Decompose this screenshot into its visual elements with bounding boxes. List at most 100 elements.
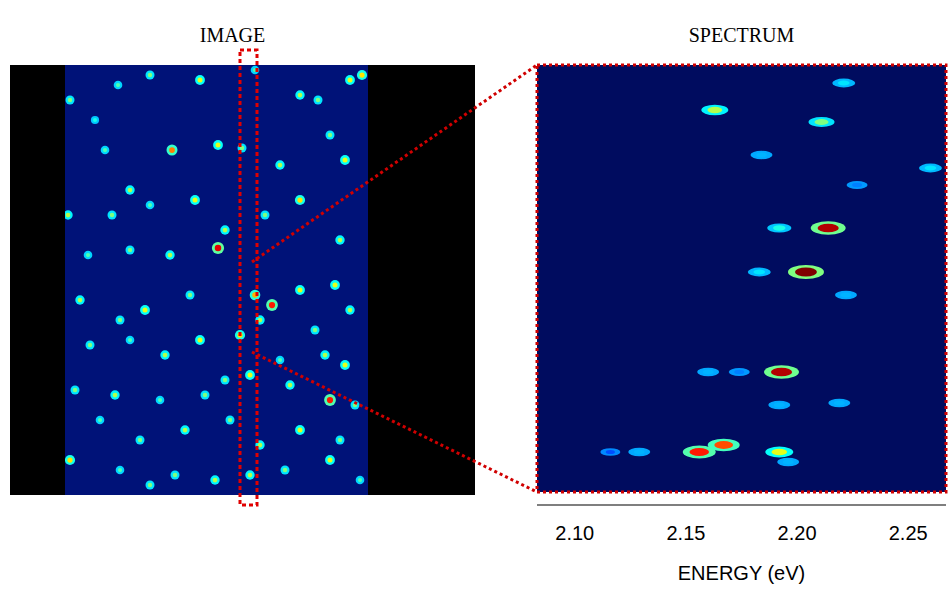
spot <box>325 455 335 465</box>
spot-core <box>168 253 173 258</box>
emission-line <box>600 448 620 456</box>
spot <box>276 356 285 365</box>
spot-core <box>216 143 221 148</box>
spot <box>226 416 235 425</box>
image-frame <box>10 65 475 495</box>
line-halo <box>600 448 620 456</box>
spot-core <box>298 288 303 293</box>
spot-halo <box>201 391 210 400</box>
spot-halo <box>324 394 336 406</box>
spot-core <box>148 483 153 488</box>
spot <box>345 75 355 85</box>
emission-line <box>701 105 728 115</box>
spot <box>275 160 284 169</box>
image-spots <box>65 66 367 490</box>
emission-line <box>748 268 771 277</box>
spot-halo <box>345 75 355 85</box>
spot-core <box>198 78 203 83</box>
panel-title: IMAGE <box>200 24 266 46</box>
spot <box>190 195 200 205</box>
spot-core <box>323 353 328 358</box>
spot-halo <box>330 280 340 290</box>
line-core <box>834 401 845 406</box>
spot <box>324 394 336 406</box>
spot-halo <box>266 299 278 311</box>
line-core <box>756 153 767 158</box>
spot-core <box>223 378 228 383</box>
spot-core <box>348 78 353 83</box>
tick-label: 2.15 <box>666 522 705 544</box>
spot <box>86 341 95 350</box>
emission-line <box>708 439 740 451</box>
spot <box>195 75 205 85</box>
emission-line <box>847 181 868 189</box>
spot <box>281 466 290 475</box>
spot-halo <box>96 416 105 425</box>
line-core <box>838 80 850 85</box>
spot-core <box>298 428 303 433</box>
spot <box>108 211 117 220</box>
emission-line <box>765 447 793 458</box>
emission-line <box>832 79 855 88</box>
spot <box>314 96 323 105</box>
spot <box>165 250 174 259</box>
spot-halo <box>71 386 80 395</box>
spot-core <box>278 163 283 168</box>
line-halo <box>628 448 650 456</box>
spot-core <box>288 383 293 388</box>
spot-core <box>169 147 175 153</box>
spot-halo <box>226 416 235 425</box>
spot-halo <box>213 140 223 150</box>
spot-core <box>327 397 333 403</box>
emission-line <box>751 151 773 159</box>
spot-halo <box>295 285 305 295</box>
line-core <box>818 224 839 233</box>
spot-halo <box>195 335 205 345</box>
line-core <box>774 403 785 408</box>
spot-core <box>148 203 152 207</box>
line-core <box>714 441 733 449</box>
emission-line <box>768 401 790 409</box>
spot-halo <box>116 316 125 325</box>
spot-halo <box>160 350 169 359</box>
spot <box>75 295 84 304</box>
spot-halo <box>345 305 354 314</box>
spot <box>126 336 135 345</box>
spot <box>220 225 229 234</box>
spot-core <box>223 228 228 233</box>
tick-label: 2.25 <box>889 522 928 544</box>
spot-core <box>118 468 122 472</box>
spot <box>213 140 223 150</box>
spot-halo <box>335 235 344 244</box>
spot-core <box>213 478 218 483</box>
spot-halo <box>180 425 189 434</box>
spot-core <box>148 73 153 78</box>
emission-line <box>777 458 799 466</box>
spot-core <box>128 188 133 193</box>
spot <box>250 290 261 301</box>
line-core <box>925 165 937 170</box>
spot <box>171 471 180 480</box>
line-core <box>703 370 714 375</box>
emission-line <box>628 448 650 456</box>
spot <box>295 195 305 205</box>
spot-halo <box>311 326 320 335</box>
line-halo <box>764 365 799 379</box>
spot <box>156 396 165 405</box>
line-core <box>815 119 829 125</box>
spot <box>71 386 80 395</box>
spot <box>245 470 254 479</box>
spot-core <box>113 393 118 398</box>
spot-halo <box>250 290 261 301</box>
line-core <box>783 460 794 465</box>
spot <box>101 146 110 155</box>
spot-core <box>298 93 303 98</box>
spot <box>295 425 305 435</box>
spot-core <box>98 418 102 422</box>
spot-halo <box>156 396 165 405</box>
spot-halo <box>140 305 150 315</box>
spot-core <box>103 148 107 152</box>
line-halo <box>828 399 850 407</box>
spot <box>266 299 278 311</box>
spot-core <box>110 213 115 218</box>
